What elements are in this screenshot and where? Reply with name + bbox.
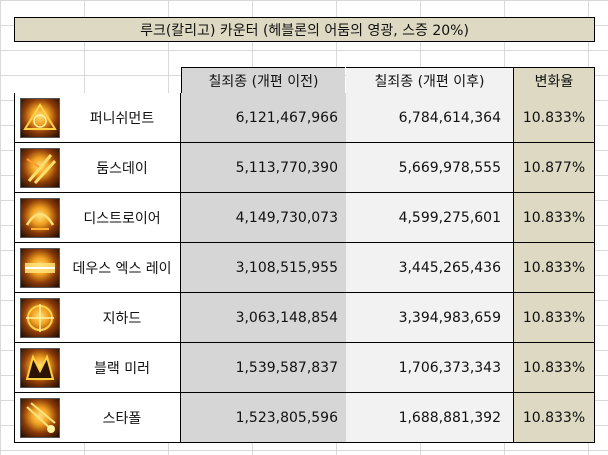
post-value[interactable]: 1,706,373,343 — [346, 343, 513, 393]
starfall-skill-icon — [19, 397, 60, 438]
doomsday-skill-icon — [19, 147, 60, 188]
pre-value[interactable]: 1,523,805,596 — [181, 393, 346, 443]
pre-value[interactable]: 3,063,148,854 — [181, 293, 346, 343]
icon-cell[interactable] — [14, 393, 64, 443]
icon-cell[interactable] — [14, 143, 64, 193]
pre-value[interactable]: 5,113,770,390 — [181, 143, 346, 193]
skill-name[interactable]: 지하드 — [64, 293, 181, 343]
skill-name[interactable]: 디스트로이어 — [64, 193, 181, 243]
change-rate[interactable]: 10.833% — [513, 243, 595, 293]
skill-name[interactable]: 블랙 미러 — [64, 343, 181, 393]
icon-cell[interactable] — [14, 293, 64, 343]
change-rate[interactable]: 10.877% — [513, 143, 595, 193]
header-change-rate[interactable]: 변화율 — [513, 67, 595, 93]
table-row: 둠스데이 5,113,770,390 5,669,978,555 10.877% — [14, 143, 595, 193]
table-row: 퍼니쉬먼트 6,121,467,966 6,784,614,364 10.833… — [14, 93, 595, 143]
table-row: 블랙 미러 1,539,587,837 1,706,373,343 10.833… — [14, 343, 595, 393]
icon-cell[interactable] — [14, 193, 64, 243]
table-row: 디스트로이어 4,149,730,073 4,599,275,601 10.83… — [14, 193, 595, 243]
post-value[interactable]: 1,688,881,392 — [346, 393, 513, 443]
post-value[interactable]: 3,394,983,659 — [346, 293, 513, 343]
change-rate[interactable]: 10.833% — [513, 93, 595, 143]
deus-ex-ray-skill-icon — [19, 247, 60, 288]
change-rate[interactable]: 10.833% — [513, 393, 595, 443]
skill-name[interactable]: 둠스데이 — [64, 143, 181, 193]
table-row: 지하드 3,063,148,854 3,394,983,659 10.833% — [14, 293, 595, 343]
icon-cell[interactable] — [14, 243, 64, 293]
pre-value[interactable]: 1,539,587,837 — [181, 343, 346, 393]
change-rate[interactable]: 10.833% — [513, 293, 595, 343]
post-value[interactable]: 3,445,265,436 — [346, 243, 513, 293]
destroyer-skill-icon — [19, 197, 60, 238]
table-row: 스타폴 1,523,805,596 1,688,881,392 10.833% — [14, 393, 595, 443]
pre-value[interactable]: 6,121,467,966 — [181, 93, 346, 143]
skill-name[interactable]: 데우스 엑스 레이 — [64, 243, 181, 293]
header-pre-rework[interactable]: 칠죄종 (개편 이전) — [181, 67, 345, 93]
change-rate[interactable]: 10.833% — [513, 193, 595, 243]
skill-table: 퍼니쉬먼트 6,121,467,966 6,784,614,364 10.833… — [14, 93, 595, 443]
post-value[interactable]: 6,784,614,364 — [346, 93, 513, 143]
post-value[interactable]: 5,669,978,555 — [346, 143, 513, 193]
pre-value[interactable]: 4,149,730,073 — [181, 193, 346, 243]
header-post-rework[interactable]: 칠죄종 (개편 이후) — [346, 67, 513, 93]
punishment-skill-icon — [19, 97, 60, 138]
post-value[interactable]: 4,599,275,601 — [346, 193, 513, 243]
icon-cell[interactable] — [14, 343, 64, 393]
jihad-skill-icon — [19, 297, 60, 338]
pre-value[interactable]: 3,108,515,955 — [181, 243, 346, 293]
table-row: 데우스 엑스 레이 3,108,515,955 3,445,265,436 10… — [14, 243, 595, 293]
skill-name[interactable]: 퍼니쉬먼트 — [64, 93, 181, 143]
table-title[interactable]: 루크(칼리고) 카운터 (헤블론의 어둠의 영광, 스증 20%) — [14, 17, 595, 42]
black-mirror-skill-icon — [19, 347, 60, 388]
change-rate[interactable]: 10.833% — [513, 343, 595, 393]
skill-name[interactable]: 스타폴 — [64, 393, 181, 443]
icon-cell[interactable] — [14, 93, 64, 143]
